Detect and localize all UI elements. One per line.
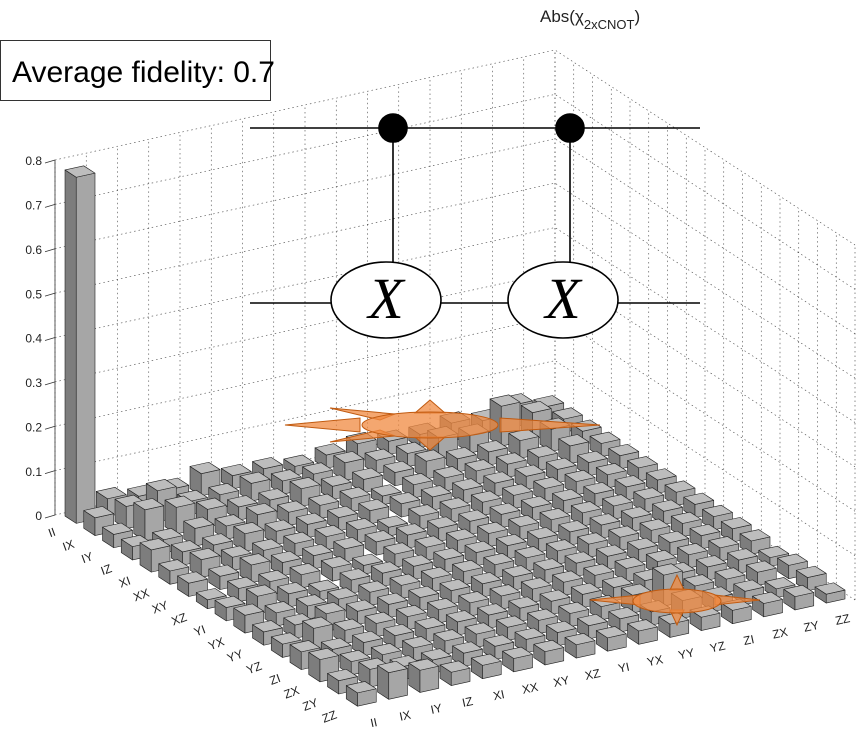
col-label: ZI: [742, 632, 755, 648]
row-label: XX: [131, 586, 151, 605]
ray: [285, 418, 360, 432]
col-label: XI: [492, 687, 506, 703]
row-label: XI: [117, 574, 132, 591]
bar: [409, 659, 439, 693]
bar-side: [65, 170, 76, 523]
col-label: YX: [646, 652, 665, 669]
circuit: [250, 114, 700, 338]
bar-front: [76, 173, 95, 523]
col-label: IZ: [461, 694, 474, 710]
col-label: XX: [521, 680, 540, 697]
grid-line: [55, 228, 855, 423]
title-part: ): [634, 7, 640, 26]
row-label: YZ: [244, 659, 263, 677]
col-label: II: [369, 715, 378, 730]
title-part: Abs(χ: [540, 7, 584, 26]
col-label: XZ: [584, 666, 602, 683]
z-tick: [45, 515, 55, 518]
row-label: XY: [150, 598, 170, 617]
chart: 00.10.20.30.40.50.60.70.8IIIXIYIZXIXXXYX…: [0, 0, 863, 739]
highlight-ellipse: [362, 412, 498, 438]
grid-line: [55, 183, 855, 378]
row-label: ZZ: [320, 708, 339, 726]
z-tick-label: 0.1: [25, 465, 42, 479]
ray: [415, 400, 445, 413]
grid-line: [55, 139, 855, 334]
highlight-ellipse: [633, 589, 721, 613]
row-label: II: [46, 525, 57, 540]
title-subscript: 2xCNOT: [584, 17, 635, 32]
row-label: YY: [225, 647, 245, 666]
z-tick: [45, 249, 55, 252]
z-tick-label: 0.5: [25, 287, 42, 301]
gate-label: X: [543, 266, 583, 331]
col-label: ZX: [771, 625, 789, 642]
col-label: IY: [429, 701, 443, 717]
z-tick: [45, 160, 55, 163]
gate-label: X: [366, 266, 406, 331]
bar-front: [389, 669, 408, 700]
bar: [815, 583, 845, 603]
col-label: YI: [617, 660, 631, 676]
z-tick: [45, 204, 55, 207]
row-label: ZX: [282, 683, 301, 701]
row-label: IY: [79, 549, 94, 566]
z-tick-label: 0: [35, 509, 42, 523]
row-label: IZ: [99, 561, 114, 578]
row-label: ZI: [268, 671, 283, 688]
col-label: YY: [677, 645, 696, 662]
grid-line: [55, 94, 855, 289]
chart-title: Abs(χ2xCNOT): [540, 7, 640, 32]
col-label: YZ: [709, 639, 727, 656]
z-tick-label: 0.8: [25, 154, 42, 168]
bar: [378, 661, 408, 699]
col-label: XY: [552, 673, 571, 690]
bar-front: [420, 666, 439, 692]
control-dot: [379, 114, 407, 142]
z-tick-label: 0.4: [25, 332, 42, 346]
control-dot: [556, 114, 584, 142]
z-tick: [45, 382, 55, 385]
col-label: ZZ: [834, 611, 851, 628]
annotation: Average fidelity: 0.7: [12, 56, 275, 89]
z-tick: [45, 338, 55, 341]
z-tick-label: 0.6: [25, 243, 42, 257]
z-tick: [45, 426, 55, 429]
bar: [65, 166, 95, 524]
z-tick: [45, 293, 55, 296]
col-label: ZY: [802, 618, 820, 635]
z-tick-label: 0.2: [25, 420, 42, 434]
row-label: ZY: [301, 695, 320, 713]
row-label: YX: [206, 634, 226, 653]
row-label: XZ: [169, 610, 188, 628]
z-tick-label: 0.7: [25, 199, 42, 213]
col-label: IX: [398, 708, 412, 724]
z-tick-label: 0.3: [25, 376, 42, 390]
z-tick: [45, 471, 55, 474]
row-label: IX: [61, 537, 76, 554]
row-label: YI: [192, 622, 207, 639]
